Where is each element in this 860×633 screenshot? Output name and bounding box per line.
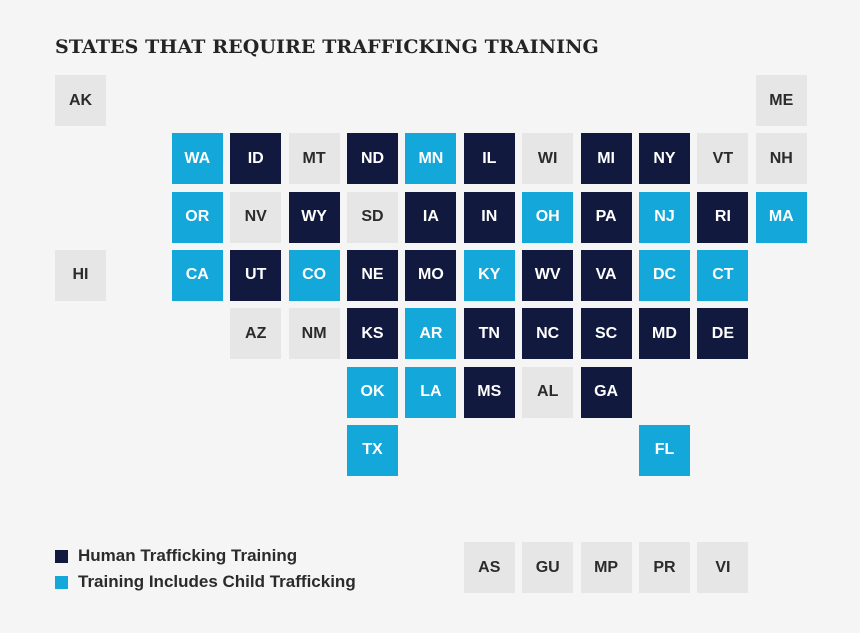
state-tile-nd: ND [347,133,398,185]
state-tile-la: LA [405,366,457,418]
state-tile-as: AS [463,542,515,593]
state-tile-ga: GA [580,366,632,418]
state-tile-al: AL [522,366,574,418]
state-tile-gu: GU [522,542,574,593]
state-tile-wi: WI [522,133,574,185]
legend-label-child: Training Includes Child Trafficking [78,572,356,591]
state-tile-vt: VT [697,133,749,185]
state-tile-va: VA [580,249,632,301]
state-tile-il: IL [463,133,515,185]
state-tile-ca: CA [171,249,223,301]
legend-swatch-child [55,575,68,589]
state-tile-sd: SD [347,191,398,243]
state-tile-wv: WV [522,249,574,301]
state-tile-ia: IA [405,191,457,243]
state-tile-nm: NM [288,308,340,360]
state-tile-vi: VI [697,542,749,593]
legend-label-human: Human Trafficking Training [78,546,298,565]
state-tile-mn: MN [405,133,457,185]
state-tile-ky: KY [463,249,515,301]
state-tile-nc: NC [522,308,574,360]
state-tile-mp: MP [580,542,632,593]
state-tile-fl: FL [639,424,690,476]
state-tile-ct: CT [697,249,749,301]
map-title: STATES THAT REQUIRE TRAFFICKING TRAINING [55,36,599,58]
state-tile-ok: OK [347,366,398,418]
state-tile-oh: OH [522,191,574,243]
state-tile-ny: NY [639,133,690,185]
state-tile-wa: WA [171,133,223,185]
legend: Human Trafficking Training Training Incl… [55,543,356,595]
state-tile-id: ID [230,133,282,185]
state-tile-in: IN [463,191,515,243]
state-tile-ut: UT [230,249,282,301]
state-tile-pr: PR [639,542,690,593]
state-tile-mi: MI [580,133,632,185]
state-tile-tn: TN [463,308,515,360]
state-tile-dc: DC [639,249,690,301]
state-tile-me: ME [755,75,807,126]
legend-item-child: Training Includes Child Trafficking [55,569,356,595]
state-tile-sc: SC [580,308,632,360]
state-tile-ne: NE [347,249,398,301]
state-tile-ri: RI [697,191,749,243]
state-tile-md: MD [639,308,690,360]
state-tile-or: OR [171,191,223,243]
state-tile-de: DE [697,308,749,360]
state-tile-nh: NH [755,133,807,185]
state-tile-nv: NV [230,191,282,243]
state-tile-nj: NJ [639,191,690,243]
legend-item-human: Human Trafficking Training [55,543,356,569]
state-tile-hi: HI [55,249,106,301]
state-tile-ak: AK [55,75,106,126]
state-tile-wy: WY [288,191,340,243]
state-tile-tx: TX [347,424,398,476]
state-tile-mt: MT [288,133,340,185]
state-tile-co: CO [288,249,340,301]
state-tile-az: AZ [230,308,282,360]
state-tile-ar: AR [405,308,457,360]
state-tile-ms: MS [463,366,515,418]
legend-swatch-human [55,549,68,563]
state-tile-ks: KS [347,308,398,360]
state-tile-pa: PA [580,191,632,243]
state-tile-mo: MO [405,249,457,301]
state-tile-ma: MA [755,191,807,243]
